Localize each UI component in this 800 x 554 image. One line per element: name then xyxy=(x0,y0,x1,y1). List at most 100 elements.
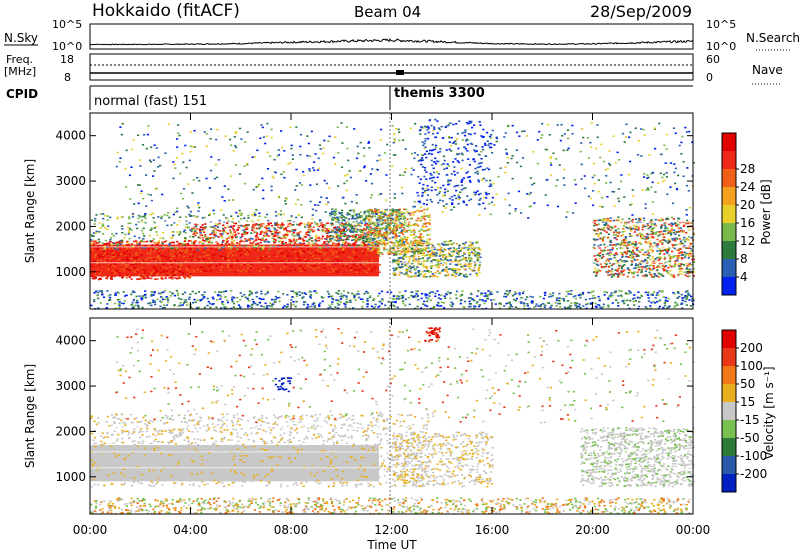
power-cell xyxy=(323,267,326,269)
power-cell xyxy=(169,250,172,252)
power-cell xyxy=(418,240,421,243)
power-cell xyxy=(668,272,671,275)
power-cell xyxy=(409,212,412,214)
power-cell xyxy=(597,295,600,298)
power-cell xyxy=(254,223,258,226)
power-cell xyxy=(341,219,344,221)
power-cell xyxy=(397,246,400,249)
power-cell xyxy=(644,251,647,253)
power-cell xyxy=(384,209,387,212)
power-cell xyxy=(669,259,672,261)
power-cell xyxy=(681,257,684,259)
power-cell xyxy=(98,256,101,258)
power-cell xyxy=(685,222,688,225)
power-cell xyxy=(204,223,207,225)
power-cell xyxy=(162,263,165,265)
power-cell xyxy=(384,235,387,238)
power-cell xyxy=(400,251,403,253)
power-cell xyxy=(413,265,416,267)
power-cell xyxy=(457,251,460,254)
power-cell xyxy=(198,248,202,250)
power-cell xyxy=(204,247,207,249)
power-cell xyxy=(346,242,349,245)
power-cell xyxy=(144,273,147,276)
power-cell xyxy=(266,229,269,232)
power-cell xyxy=(385,231,388,234)
power-cell xyxy=(110,268,114,271)
power-cell xyxy=(201,230,204,232)
power-cell xyxy=(340,246,343,249)
power-cell xyxy=(152,258,155,261)
power-cell xyxy=(108,252,111,254)
power-cell xyxy=(178,270,181,273)
power-cell xyxy=(688,294,691,297)
power-cell xyxy=(614,237,617,239)
power-cell xyxy=(344,241,347,243)
power-cell xyxy=(260,263,263,265)
power-cell xyxy=(295,232,298,235)
power-cell xyxy=(231,233,234,236)
power-cell xyxy=(255,271,258,273)
power-cell xyxy=(213,212,216,215)
power-cell xyxy=(526,296,529,298)
power-cell xyxy=(384,219,387,221)
power-cell xyxy=(366,292,369,294)
power-cell xyxy=(102,266,105,269)
power-cell xyxy=(308,234,311,237)
power-cell xyxy=(419,239,422,241)
power-cell xyxy=(207,300,210,303)
power-cell xyxy=(372,228,375,231)
power-cell xyxy=(137,258,140,260)
power-cell xyxy=(291,266,294,268)
power-cell xyxy=(348,209,352,212)
power-cell xyxy=(621,218,624,221)
power-cell xyxy=(206,240,209,243)
power-cell xyxy=(690,222,693,225)
power-cell xyxy=(138,241,142,243)
power-cell xyxy=(363,292,366,295)
power-cell xyxy=(281,237,284,240)
power-cell xyxy=(357,224,361,226)
power-cell xyxy=(688,236,691,238)
power-cell xyxy=(640,249,643,251)
power-cell xyxy=(155,250,158,252)
power-cell xyxy=(268,229,271,232)
power-cell xyxy=(176,277,179,280)
power-cell xyxy=(397,211,400,214)
power-cell xyxy=(151,244,154,246)
power-cell xyxy=(663,224,666,226)
power-cell xyxy=(441,256,444,258)
power-cell xyxy=(221,243,224,246)
power-cell xyxy=(593,220,596,222)
power-cell xyxy=(400,238,403,241)
power-cell xyxy=(335,210,338,213)
power-cell xyxy=(626,221,629,224)
power-cell xyxy=(403,217,407,219)
power-cell xyxy=(648,271,651,274)
power-cell xyxy=(403,240,406,243)
power-cell xyxy=(412,237,415,239)
power-cell xyxy=(499,307,502,309)
power-cell xyxy=(228,226,231,228)
power-cell xyxy=(228,229,232,231)
power-cell xyxy=(389,219,393,222)
power-cell xyxy=(199,234,202,236)
power-cell xyxy=(374,247,377,250)
power-cell xyxy=(423,266,426,268)
power-cell xyxy=(394,220,397,223)
power-cell xyxy=(96,271,99,273)
power-cell xyxy=(342,228,346,231)
power-cell xyxy=(311,218,314,220)
power-cell xyxy=(156,234,159,236)
power-cell xyxy=(417,260,420,263)
power-cell xyxy=(670,230,673,232)
power-cell xyxy=(203,251,206,254)
power-cell xyxy=(301,251,304,253)
power-cell xyxy=(445,255,448,258)
power-cell xyxy=(396,213,399,215)
power-cell xyxy=(428,223,431,225)
power-cell xyxy=(352,209,356,211)
power-cell xyxy=(354,234,357,237)
power-cell xyxy=(377,250,380,252)
power-cell xyxy=(479,256,482,259)
